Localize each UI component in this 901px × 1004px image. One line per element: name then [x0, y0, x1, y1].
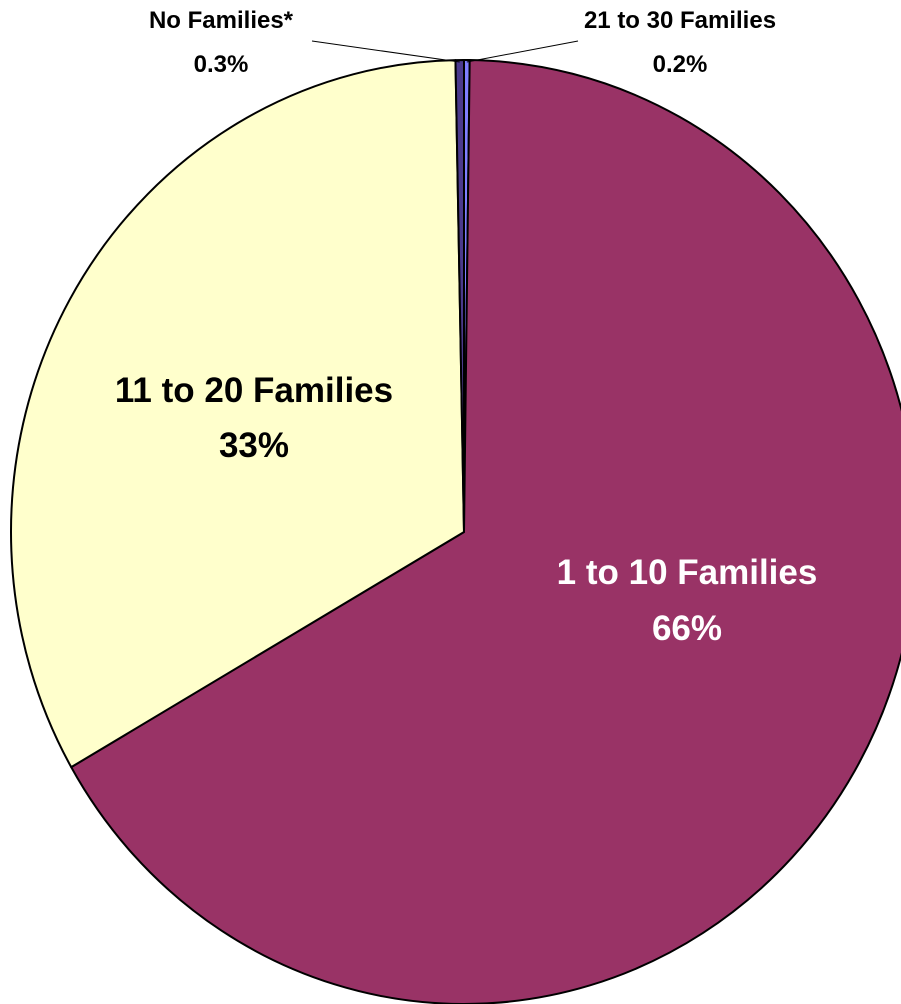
leader-line-21-to-30-families	[467, 41, 578, 62]
slice-percent-11-to-20-families: 33%	[219, 426, 289, 465]
slice-label-11-to-20-families: 11 to 20 Families	[115, 371, 393, 410]
pie-slices	[11, 60, 901, 1004]
slice-percent-no-families: 0.3%	[194, 51, 249, 78]
leader-lines	[312, 41, 578, 62]
slice-percent-21-to-30-families: 0.2%	[653, 51, 708, 78]
slice-label-21-to-30-families: 21 to 30 Families	[584, 7, 776, 34]
slice-label-1-to-10-families: 1 to 10 Families	[557, 553, 818, 592]
leader-line-no-families	[312, 41, 460, 62]
slice-label-no-families: No Families*	[149, 7, 294, 34]
slice-percent-1-to-10-families: 66%	[652, 609, 722, 648]
